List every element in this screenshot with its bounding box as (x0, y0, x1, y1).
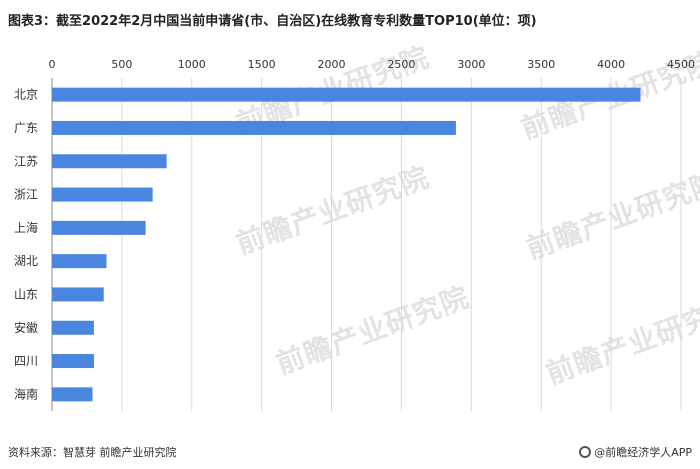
x-tick-label: 4500 (667, 58, 695, 71)
bar (52, 354, 94, 369)
x-tick-label: 2500 (387, 58, 415, 71)
bar (52, 320, 94, 335)
x-tick-label: 2000 (318, 58, 346, 71)
y-category-label: 广东 (14, 121, 38, 135)
y-category-label: 安徽 (14, 320, 38, 335)
y-category-label: 山东 (14, 287, 38, 301)
x-tick-label: 1000 (178, 58, 206, 71)
brand-text: @前瞻经济学人APP (594, 446, 692, 459)
brand-logo-icon (579, 446, 592, 458)
bar (52, 287, 104, 302)
bar (52, 220, 146, 235)
source-note: 资料来源：智慧芽 前瞻产业研究院 (8, 446, 177, 459)
y-category-label: 浙江 (14, 188, 38, 202)
y-category-label: 四川 (14, 354, 38, 368)
x-tick-label: 0 (49, 58, 56, 71)
x-tick-label: 1500 (248, 58, 276, 71)
bar (52, 87, 641, 102)
y-category-label: 湖北 (14, 253, 38, 268)
x-tick-label: 4000 (597, 58, 625, 71)
y-category-label: 上海 (14, 220, 38, 235)
chart-title: 图表3：截至2022年2月中国当前申请省(市、自治区)在线教育专利数量TOP10… (8, 14, 537, 29)
bar (52, 120, 456, 135)
y-category-label: 北京 (14, 88, 38, 102)
y-category-label: 江苏 (14, 154, 38, 168)
y-category-label: 海南 (14, 386, 38, 401)
bar (52, 187, 153, 202)
x-tick-label: 3000 (457, 58, 485, 71)
brand-credit: @前瞻经济学人APP (579, 444, 692, 460)
x-tick-label: 3500 (527, 58, 555, 71)
bar (52, 154, 167, 169)
x-tick-label: 500 (111, 58, 132, 71)
bar (52, 387, 93, 402)
bar (52, 254, 107, 269)
